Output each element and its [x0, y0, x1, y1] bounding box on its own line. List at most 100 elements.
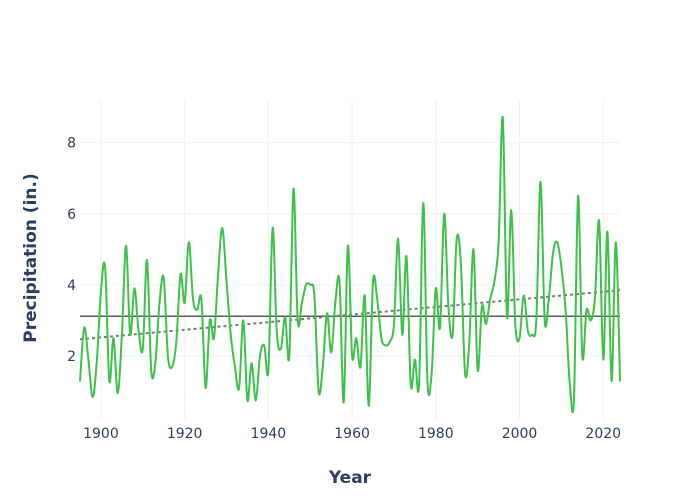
- data-point: [238, 387, 241, 389]
- data-point: [313, 294, 316, 297]
- y-axis-title: Precipitation (in.): [21, 173, 41, 342]
- data-point: [573, 397, 575, 400]
- data-point: [154, 362, 157, 364]
- data-point: [141, 348, 144, 350]
- x-tick-label: 2000: [502, 426, 538, 442]
- data-point: [137, 330, 140, 332]
- data-point: [162, 276, 165, 279]
- y-tick-label: 8: [67, 136, 76, 152]
- data-point: [547, 298, 550, 300]
- data-point: [292, 188, 295, 190]
- data-point: [451, 333, 454, 336]
- data-point: [376, 298, 379, 300]
- data-point: [246, 399, 249, 402]
- data-point: [460, 262, 462, 265]
- data-point: [439, 326, 441, 329]
- data-point: [359, 365, 362, 368]
- data-point: [301, 301, 303, 304]
- data-point: [531, 333, 533, 336]
- data-point: [275, 330, 278, 332]
- data-points: [79, 116, 621, 407]
- data-point: [363, 294, 366, 297]
- data-point: [518, 337, 521, 340]
- data-point: [179, 273, 182, 276]
- data-point: [347, 244, 349, 247]
- x-tick-label: 1900: [83, 426, 119, 442]
- x-tick-label: 1920: [167, 426, 203, 442]
- data-point: [112, 337, 115, 340]
- data-point: [208, 319, 211, 322]
- data-point: [104, 266, 106, 268]
- data-point: [204, 387, 207, 389]
- data-point: [217, 273, 220, 276]
- data-point: [409, 383, 412, 386]
- data-point: [543, 319, 546, 322]
- data-point: [539, 180, 542, 183]
- y-tick-label: 4: [67, 278, 76, 294]
- data-point: [585, 308, 588, 311]
- data-point: [510, 209, 513, 212]
- data-point: [95, 362, 98, 364]
- data-point: [422, 202, 425, 205]
- data-point: [594, 298, 596, 300]
- data-point: [485, 323, 487, 325]
- data-point: [133, 287, 136, 290]
- data-point: [556, 241, 559, 244]
- data-point: [468, 340, 471, 343]
- data-point: [150, 369, 153, 372]
- data-point: [535, 319, 538, 322]
- data-point: [296, 319, 299, 322]
- data-point: [129, 333, 132, 336]
- x-tick-label: 2020: [585, 426, 621, 442]
- data-point: [564, 308, 567, 311]
- data-point: [125, 244, 127, 247]
- data-point: [619, 380, 621, 382]
- data-point: [91, 396, 94, 398]
- x-axis-ticks: 1900 1920 1940 1960 1980 2000 2020: [83, 426, 621, 442]
- data-point: [606, 230, 609, 233]
- data-point: [146, 259, 148, 261]
- data-point: [330, 351, 333, 354]
- data-point: [254, 399, 257, 402]
- x-tick-label: 1940: [251, 426, 287, 442]
- data-point: [351, 355, 353, 357]
- data-point: [481, 305, 483, 308]
- data-point: [213, 337, 215, 340]
- data-point: [121, 333, 123, 336]
- data-point: [552, 252, 554, 254]
- data-point: [200, 298, 203, 300]
- data-point: [380, 337, 383, 340]
- data-point: [321, 365, 324, 368]
- data-point: [317, 390, 320, 393]
- data-point: [522, 294, 525, 297]
- data-point: [79, 380, 81, 382]
- data-point: [234, 365, 236, 368]
- data-point: [493, 280, 496, 283]
- precipitation-series-line: [79, 115, 621, 414]
- data-point: [393, 323, 395, 325]
- data-point: [397, 237, 399, 240]
- data-point: [447, 305, 450, 308]
- x-tick-label: 1960: [334, 426, 370, 442]
- data-point: [288, 355, 291, 357]
- data-point: [100, 291, 102, 293]
- data-point: [158, 301, 161, 304]
- data-point: [476, 369, 479, 372]
- data-point: [225, 280, 228, 283]
- x-tick-label: 1980: [418, 426, 454, 442]
- data-point: [187, 241, 190, 244]
- data-point: [338, 280, 341, 283]
- data-point: [367, 404, 370, 407]
- data-point: [108, 380, 111, 382]
- data-point: [267, 369, 270, 372]
- y-tick-label: 6: [67, 207, 76, 223]
- data-point: [527, 330, 529, 332]
- data-point: [388, 340, 391, 343]
- data-point: [426, 380, 429, 382]
- data-point: [443, 212, 446, 215]
- data-point: [384, 344, 387, 347]
- data-point: [414, 358, 416, 361]
- x-axis-title: Year: [328, 468, 372, 488]
- y-axis-ticks: 2 4 6 8: [67, 136, 76, 365]
- data-point: [183, 301, 186, 304]
